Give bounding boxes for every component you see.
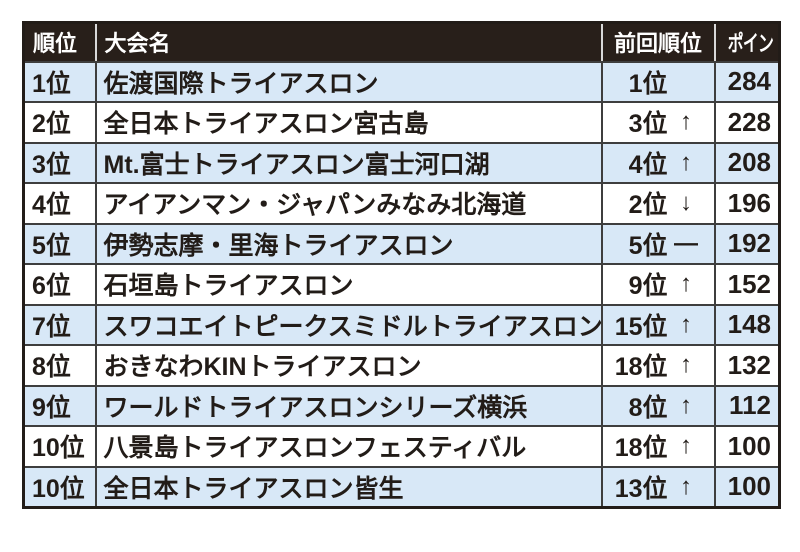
event-name-cell: アイアンマン・ジャパンみなみ北海道 <box>94 182 603 225</box>
table-row: 10位 八景島トライアスロンフェスティバル 18位 ↑ 100 <box>22 425 781 468</box>
rank-cell: 6位 <box>22 263 97 306</box>
rank-cell: 1位 <box>22 60 97 103</box>
prev-rank-cell: 1位 <box>600 60 716 103</box>
prev-rank-group: 4位 ↑ <box>604 145 713 181</box>
header-points-label: ポイント <box>727 31 779 57</box>
header-row: 順位 大会名 前回順位 ポイント <box>23 22 780 63</box>
prev-rank-value: 3位 <box>628 110 668 139</box>
prev-rank-value: 4位 <box>628 150 668 179</box>
rank-cell: 8位 <box>22 344 97 387</box>
prev-rank-group: 1位 <box>604 64 713 100</box>
prev-rank-group: 13位 ↑ <box>604 469 713 505</box>
event-name-cell: Mt.富士トライアスロン富士河口湖 <box>94 141 603 184</box>
prev-rank-group: 15位 ↑ <box>604 307 713 343</box>
ranking-table: 順位 大会名 前回順位 ポイント 1位 佐渡国際トライアスロン 1位 284 2… <box>22 21 781 509</box>
trend-icon: ↓ <box>680 189 692 217</box>
prev-rank-value: 5位 <box>628 231 668 260</box>
prev-rank-group: 18位 ↑ <box>604 347 713 383</box>
trend-icon: ↑ <box>680 310 692 338</box>
prev-rank-group: 3位 ↑ <box>604 104 713 140</box>
prev-rank-cell: 18位 ↑ <box>600 425 716 468</box>
prev-rank-group: 2位 ↓ <box>604 185 713 221</box>
event-name-cell: ワールドトライアスロンシリーズ横浜 <box>94 384 603 427</box>
table-row: 9位 ワールドトライアスロンシリーズ横浜 8位 ↑ 112 <box>22 384 781 427</box>
table-row: 7位 スワコエイトピークスミドルトライアスロン 15位 ↑ 148 <box>22 303 781 346</box>
points-cell: 100 <box>713 425 781 468</box>
prev-rank-value: 1位 <box>628 69 668 98</box>
prev-rank-value: 18位 <box>614 434 668 463</box>
points-cell: 100 <box>713 465 781 508</box>
event-name-cell: 全日本トライアスロン皆生 <box>94 465 603 508</box>
points-cell: 208 <box>713 141 781 184</box>
event-name-cell: 石垣島トライアスロン <box>94 263 603 306</box>
prev-rank-value: 13位 <box>614 474 668 503</box>
header-prev-rank: 前回順位 <box>600 22 715 63</box>
trend-icon: ↑ <box>680 391 692 419</box>
points-cell: 148 <box>713 303 781 346</box>
event-name-cell: スワコエイトピークスミドルトライアスロン <box>94 303 603 346</box>
prev-rank-group: 8位 ↑ <box>604 388 713 424</box>
table-row: 3位 Mt.富士トライアスロン富士河口湖 4位 ↑ 208 <box>22 141 781 184</box>
header-rank: 順位 <box>23 22 96 63</box>
table-body: 1位 佐渡国際トライアスロン 1位 284 2位 全日本トライアスロン宮古島 3… <box>22 60 781 508</box>
prev-rank-value: 2位 <box>628 191 668 220</box>
prev-rank-cell: 9位 ↑ <box>600 263 716 306</box>
prev-rank-cell: 5位 — <box>600 222 716 265</box>
table-row: 10位 全日本トライアスロン皆生 13位 ↑ 100 <box>22 465 781 508</box>
points-cell: 152 <box>713 263 781 306</box>
prev-rank-value: 9位 <box>628 272 668 301</box>
trend-icon: — <box>674 229 698 257</box>
event-name-cell: 佐渡国際トライアスロン <box>94 60 603 103</box>
event-name-cell: 伊勢志摩・里海トライアスロン <box>94 222 603 265</box>
table-row: 8位 おきなわKINトライアスロン 18位 ↑ 132 <box>22 344 781 387</box>
points-cell: 284 <box>713 60 781 103</box>
table-row: 6位 石垣島トライアスロン 9位 ↑ 152 <box>22 263 781 306</box>
trend-icon: ↑ <box>680 108 692 136</box>
header-points: ポイント <box>713 22 780 63</box>
prev-rank-cell: 4位 ↑ <box>600 141 716 184</box>
prev-rank-cell: 8位 ↑ <box>600 384 716 427</box>
trend-icon: ↑ <box>680 270 692 298</box>
trend-icon: ↑ <box>680 472 692 500</box>
points-cell: 112 <box>713 384 781 427</box>
prev-rank-value: 18位 <box>614 353 668 382</box>
event-name-cell: 全日本トライアスロン宮古島 <box>94 101 603 144</box>
points-cell: 228 <box>713 101 781 144</box>
prev-rank-cell: 13位 ↑ <box>600 465 716 508</box>
trend-icon: ↑ <box>680 351 692 379</box>
table-row: 2位 全日本トライアスロン宮古島 3位 ↑ 228 <box>22 101 781 144</box>
table-row: 4位 アイアンマン・ジャパンみなみ北海道 2位 ↓ 196 <box>22 182 781 225</box>
rank-cell: 9位 <box>22 384 97 427</box>
trend-icon: ↑ <box>680 432 692 460</box>
prev-rank-value: 8位 <box>628 393 668 422</box>
header-event: 大会名 <box>94 22 602 63</box>
table-row: 5位 伊勢志摩・里海トライアスロン 5位 — 192 <box>22 222 781 265</box>
prev-rank-cell: 18位 ↑ <box>600 344 716 387</box>
prev-rank-value: 15位 <box>614 312 668 341</box>
prev-rank-group: 18位 ↑ <box>604 428 713 464</box>
trend-icon: ↑ <box>680 148 692 176</box>
rank-cell: 5位 <box>22 222 97 265</box>
event-name-cell: 八景島トライアスロンフェスティバル <box>94 425 603 468</box>
table-header: 順位 大会名 前回順位 ポイント <box>23 22 780 63</box>
prev-rank-group: 9位 ↑ <box>604 266 713 302</box>
points-cell: 192 <box>713 222 781 265</box>
rank-cell: 7位 <box>22 303 97 346</box>
event-name-cell: おきなわKINトライアスロン <box>94 344 603 387</box>
rank-cell: 10位 <box>22 465 97 508</box>
prev-rank-cell: 15位 ↑ <box>600 303 716 346</box>
rank-cell: 4位 <box>22 182 97 225</box>
rank-cell: 10位 <box>22 425 97 468</box>
table-row: 1位 佐渡国際トライアスロン 1位 284 <box>22 60 781 103</box>
points-cell: 132 <box>713 344 781 387</box>
points-cell: 196 <box>713 182 781 225</box>
prev-rank-group: 5位 — <box>604 226 713 262</box>
rank-cell: 2位 <box>22 101 97 144</box>
prev-rank-cell: 3位 ↑ <box>600 101 716 144</box>
prev-rank-cell: 2位 ↓ <box>600 182 716 225</box>
rank-cell: 3位 <box>22 141 97 184</box>
